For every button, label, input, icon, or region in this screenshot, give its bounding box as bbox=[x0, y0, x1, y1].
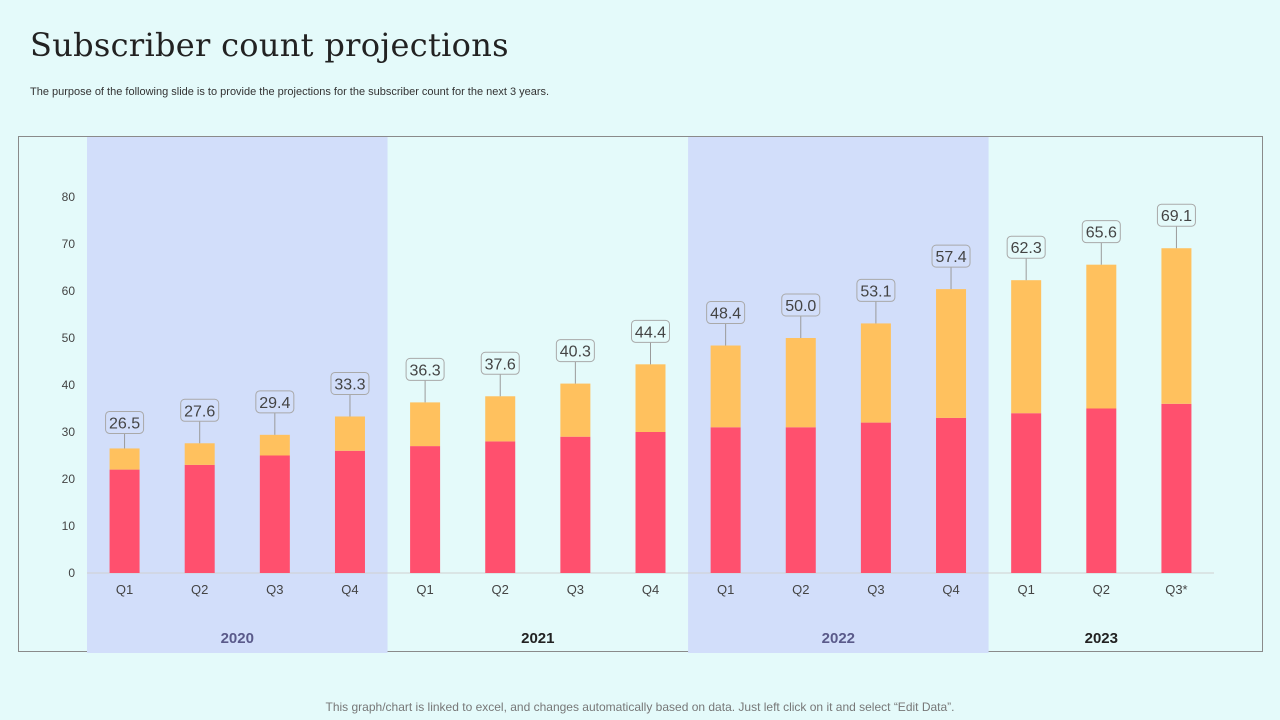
bar-top bbox=[860, 323, 891, 423]
callout-box bbox=[330, 371, 370, 395]
y-tick-label: 10 bbox=[62, 519, 76, 533]
total-label: 69.1 bbox=[1161, 208, 1192, 225]
bar-bottom bbox=[560, 436, 591, 573]
y-tick-label: 60 bbox=[62, 284, 76, 298]
year-label-2022: 2022 bbox=[822, 630, 855, 647]
bar-bottom bbox=[785, 427, 816, 573]
bar-top bbox=[560, 383, 591, 437]
x-tick-label: Q4 bbox=[942, 582, 959, 597]
x-tick-label: Q1 bbox=[116, 582, 133, 597]
bar-bottom bbox=[1086, 408, 1117, 573]
bar-bottom bbox=[109, 469, 140, 573]
total-label: 57.4 bbox=[935, 249, 966, 266]
y-tick-label: 40 bbox=[62, 378, 76, 392]
subscriber-chart[interactable]: 0 10 20 30 40 50 60 70 80 26.5 Q1 27.6 Q2 29.4 Q3 33.3 Q… bbox=[19, 137, 1264, 653]
bar-top bbox=[1086, 264, 1117, 409]
total-label: 44.4 bbox=[635, 324, 666, 341]
callout-box bbox=[781, 293, 821, 317]
bar-top bbox=[635, 364, 666, 432]
y-tick-label: 80 bbox=[62, 190, 76, 204]
bar-bottom bbox=[410, 446, 441, 573]
bar-top bbox=[1161, 248, 1192, 404]
total-label: 48.4 bbox=[710, 306, 741, 323]
x-tick-label: Q3 bbox=[266, 582, 283, 597]
total-label: 62.3 bbox=[1011, 240, 1042, 257]
callout-box bbox=[480, 351, 520, 375]
y-tick-label: 70 bbox=[62, 237, 76, 251]
total-label: 37.6 bbox=[485, 356, 516, 373]
callout-box bbox=[1156, 203, 1196, 227]
total-label: 33.3 bbox=[334, 376, 365, 393]
callout-box bbox=[405, 357, 445, 381]
total-label: 53.1 bbox=[860, 283, 891, 300]
callout-box bbox=[706, 301, 746, 325]
bar-bottom bbox=[1161, 403, 1192, 573]
y-tick-label: 50 bbox=[62, 331, 76, 345]
x-tick-label: Q1 bbox=[1017, 582, 1034, 597]
bar-top bbox=[184, 443, 215, 465]
x-tick-label: Q3* bbox=[1165, 582, 1187, 597]
callout-box bbox=[931, 244, 971, 268]
bar-bottom bbox=[334, 450, 365, 573]
x-tick-label: Q2 bbox=[1093, 582, 1110, 597]
y-tick-label: 20 bbox=[62, 472, 76, 486]
chart-frame[interactable]: 0 10 20 30 40 50 60 70 80 26.5 Q1 27.6 Q2 29.4 Q3 33.3 Q… bbox=[18, 136, 1264, 653]
total-label: 40.3 bbox=[560, 344, 591, 361]
y-tick-label: 30 bbox=[62, 425, 76, 439]
bar-bottom bbox=[635, 432, 666, 573]
x-tick-label: Q4 bbox=[642, 582, 659, 597]
page-subtitle: The purpose of the following slide is to… bbox=[30, 86, 550, 98]
callout-box bbox=[180, 398, 220, 422]
bar-bottom bbox=[710, 427, 741, 573]
x-tick-label: Q3 bbox=[867, 582, 884, 597]
bar-bottom bbox=[1011, 413, 1042, 573]
callout-box bbox=[856, 278, 896, 302]
callout-box bbox=[1081, 220, 1121, 244]
x-tick-label: Q2 bbox=[792, 582, 809, 597]
callout-box bbox=[255, 390, 295, 414]
total-label: 26.5 bbox=[109, 415, 140, 432]
y-tick-label: 0 bbox=[68, 566, 75, 580]
bar-top bbox=[485, 396, 516, 442]
total-label: 65.6 bbox=[1086, 225, 1117, 242]
total-label: 29.4 bbox=[259, 395, 290, 412]
year-label-2023: 2023 bbox=[1085, 630, 1118, 647]
callout-box bbox=[105, 410, 145, 434]
x-tick-label: Q4 bbox=[341, 582, 358, 597]
x-tick-label: Q1 bbox=[416, 582, 433, 597]
bar-bottom bbox=[936, 417, 967, 573]
callout-box bbox=[555, 339, 595, 363]
bar-bottom bbox=[485, 441, 516, 573]
bar-top bbox=[936, 289, 967, 418]
bar-top bbox=[1011, 280, 1042, 414]
total-label: 36.3 bbox=[410, 362, 441, 379]
x-tick-label: Q2 bbox=[492, 582, 509, 597]
bar-bottom bbox=[860, 422, 891, 573]
bar-top bbox=[109, 448, 140, 470]
callout-box bbox=[631, 319, 670, 343]
bar-top bbox=[785, 338, 816, 428]
bar-bottom bbox=[184, 464, 215, 573]
bar-top bbox=[710, 345, 741, 428]
year-band-2020 bbox=[87, 137, 388, 653]
x-tick-label: Q1 bbox=[717, 582, 734, 597]
bar-bottom bbox=[259, 455, 290, 573]
year-label-2020: 2020 bbox=[221, 630, 254, 647]
page-title: Subscriber count projections bbox=[30, 26, 509, 64]
year-label-2021: 2021 bbox=[521, 630, 554, 647]
total-label: 50.0 bbox=[785, 298, 816, 315]
x-tick-label: Q3 bbox=[567, 582, 584, 597]
bar-top bbox=[334, 416, 365, 451]
bar-top bbox=[410, 402, 441, 447]
total-label: 27.6 bbox=[184, 403, 215, 420]
bar-top bbox=[259, 434, 290, 456]
x-tick-label: Q2 bbox=[191, 582, 208, 597]
callout-box bbox=[1006, 235, 1046, 259]
footer-note: This graph/chart is linked to excel, and… bbox=[325, 700, 955, 714]
